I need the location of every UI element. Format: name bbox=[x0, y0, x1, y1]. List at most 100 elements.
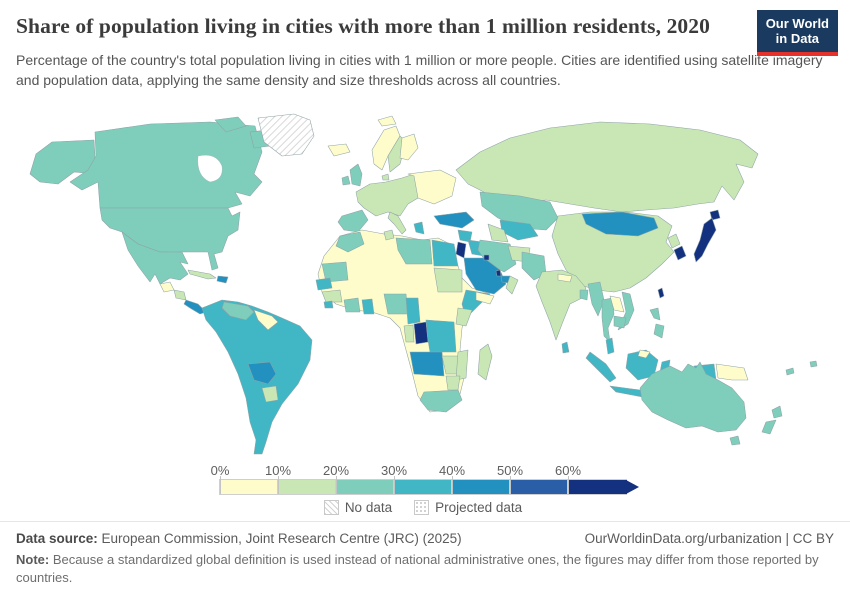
country-new-zealand-north[interactable] bbox=[771, 405, 783, 419]
country-iberia[interactable] bbox=[337, 209, 369, 233]
country-japan[interactable] bbox=[693, 217, 717, 263]
country-ghana[interactable] bbox=[361, 298, 375, 315]
country-united-states[interactable] bbox=[99, 207, 241, 271]
legend-seg-20-30[interactable] bbox=[335, 479, 395, 495]
country-congo[interactable] bbox=[413, 321, 429, 345]
country-guinea[interactable] bbox=[321, 289, 343, 303]
country-qatar[interactable] bbox=[495, 269, 502, 277]
country-laos[interactable] bbox=[609, 295, 625, 313]
country-mauritania[interactable] bbox=[321, 261, 349, 283]
country-philippines-luzon[interactable] bbox=[649, 307, 661, 321]
country-denmark[interactable] bbox=[381, 173, 390, 181]
country-zimbabwe[interactable] bbox=[445, 375, 461, 391]
country-malaysia[interactable] bbox=[605, 337, 615, 355]
country-gabon[interactable] bbox=[403, 324, 415, 343]
footnote-value: Because a standardized global definition… bbox=[16, 552, 819, 586]
legend-seg-50-60[interactable] bbox=[509, 479, 569, 495]
country-finland[interactable] bbox=[399, 133, 419, 161]
country-nepal[interactable] bbox=[557, 273, 573, 283]
country-nicaragua[interactable] bbox=[173, 289, 187, 301]
country-taiwan[interactable] bbox=[657, 287, 665, 299]
country-philippines-mindanao[interactable] bbox=[653, 323, 665, 339]
country-iceland[interactable] bbox=[327, 143, 351, 157]
country-tunisia[interactable] bbox=[383, 229, 395, 241]
country-canada[interactable] bbox=[69, 121, 263, 209]
country-sumatra[interactable] bbox=[585, 351, 617, 383]
owid-url-link[interactable]: OurWorldinData.org/urbanization | CC BY bbox=[584, 531, 834, 546]
country-dr-congo[interactable] bbox=[425, 319, 457, 353]
legend-seg-10-20[interactable] bbox=[277, 479, 337, 495]
country-paraguay[interactable] bbox=[261, 385, 279, 403]
country-bolivia[interactable] bbox=[247, 361, 277, 385]
country-cuba[interactable] bbox=[187, 269, 217, 280]
country-mozambique[interactable] bbox=[455, 349, 469, 381]
no-data-key[interactable]: No data bbox=[323, 500, 392, 515]
country-cambodia[interactable] bbox=[613, 315, 627, 329]
country-nigeria[interactable] bbox=[383, 293, 409, 315]
country-greenland[interactable] bbox=[257, 113, 315, 157]
map-legend: 0% 10% 20% 30% 40% 50% 60% No bbox=[211, 463, 660, 515]
country-sierra-leone[interactable] bbox=[323, 300, 334, 309]
country-madagascar[interactable] bbox=[477, 343, 493, 381]
country-canada-arctic-island[interactable] bbox=[214, 116, 247, 133]
country-new-caledonia[interactable] bbox=[785, 367, 795, 376]
country-guatemala[interactable] bbox=[159, 281, 175, 293]
country-south-korea[interactable] bbox=[673, 245, 687, 261]
country-turkey[interactable] bbox=[433, 211, 475, 229]
country-brunei-east-malaysia[interactable] bbox=[637, 349, 651, 359]
country-sudan[interactable] bbox=[433, 267, 463, 293]
country-kenya[interactable] bbox=[455, 307, 473, 327]
country-yemen[interactable] bbox=[475, 291, 495, 305]
country-mexico[interactable] bbox=[121, 231, 189, 285]
country-fiji[interactable] bbox=[809, 360, 818, 368]
country-dominican-republic[interactable] bbox=[216, 275, 229, 284]
country-angola[interactable] bbox=[409, 351, 445, 377]
country-cameroon[interactable] bbox=[405, 297, 421, 325]
country-kazakhstan[interactable] bbox=[479, 191, 559, 231]
country-mongolia[interactable] bbox=[581, 211, 659, 237]
country-myanmar[interactable] bbox=[587, 281, 605, 317]
country-libya[interactable] bbox=[395, 237, 433, 265]
legend-seg-40-50[interactable] bbox=[451, 479, 511, 495]
country-venezuela[interactable] bbox=[221, 301, 255, 321]
country-egypt[interactable] bbox=[431, 239, 459, 267]
country-south-africa[interactable] bbox=[419, 389, 463, 413]
country-eastern-europe[interactable] bbox=[407, 169, 457, 205]
projected-data-label: Projected data bbox=[435, 500, 523, 515]
country-israel-jordan[interactable] bbox=[455, 241, 467, 259]
projected-data-key[interactable]: Projected data bbox=[414, 500, 522, 515]
country-new-zealand-south[interactable] bbox=[761, 419, 777, 435]
country-costa-rica-panama[interactable] bbox=[183, 299, 207, 315]
country-papua-new-guinea[interactable] bbox=[715, 363, 749, 381]
country-svalbard[interactable] bbox=[377, 115, 397, 127]
country-oman[interactable] bbox=[505, 275, 519, 295]
country-japan-hokkaido[interactable] bbox=[709, 209, 721, 221]
country-tasmania[interactable] bbox=[729, 435, 741, 446]
country-united-kingdom[interactable] bbox=[349, 163, 363, 187]
country-greece[interactable] bbox=[413, 221, 425, 235]
owid-logo[interactable]: Our World in Data bbox=[756, 10, 838, 56]
country-morocco[interactable] bbox=[335, 231, 365, 253]
country-north-korea[interactable] bbox=[667, 233, 681, 249]
country-iran[interactable] bbox=[477, 239, 517, 273]
world-map bbox=[10, 112, 840, 460]
country-ireland[interactable] bbox=[341, 175, 351, 186]
country-sri-lanka[interactable] bbox=[561, 341, 570, 354]
country-bangladesh[interactable] bbox=[579, 289, 589, 301]
country-vietnam[interactable] bbox=[617, 291, 635, 331]
country-italy[interactable] bbox=[387, 211, 407, 235]
country-kuwait[interactable] bbox=[483, 254, 490, 261]
legend-seg-60-plus[interactable] bbox=[567, 479, 627, 495]
legend-seg-0-10[interactable] bbox=[219, 479, 279, 495]
legend-seg-30-40[interactable] bbox=[393, 479, 453, 495]
country-india[interactable] bbox=[535, 269, 587, 341]
tick-20: 20% bbox=[322, 463, 350, 478]
country-senegal[interactable] bbox=[315, 277, 333, 291]
country-turkmenistan[interactable] bbox=[487, 223, 509, 243]
country-australia[interactable] bbox=[639, 361, 747, 433]
legend-arrow-stub bbox=[624, 480, 627, 494]
country-cote-divoire[interactable] bbox=[343, 297, 361, 313]
country-guyanas[interactable] bbox=[253, 309, 279, 331]
data-source: Data source: European Commission, Joint … bbox=[16, 531, 462, 546]
hudson-bay bbox=[197, 154, 223, 183]
